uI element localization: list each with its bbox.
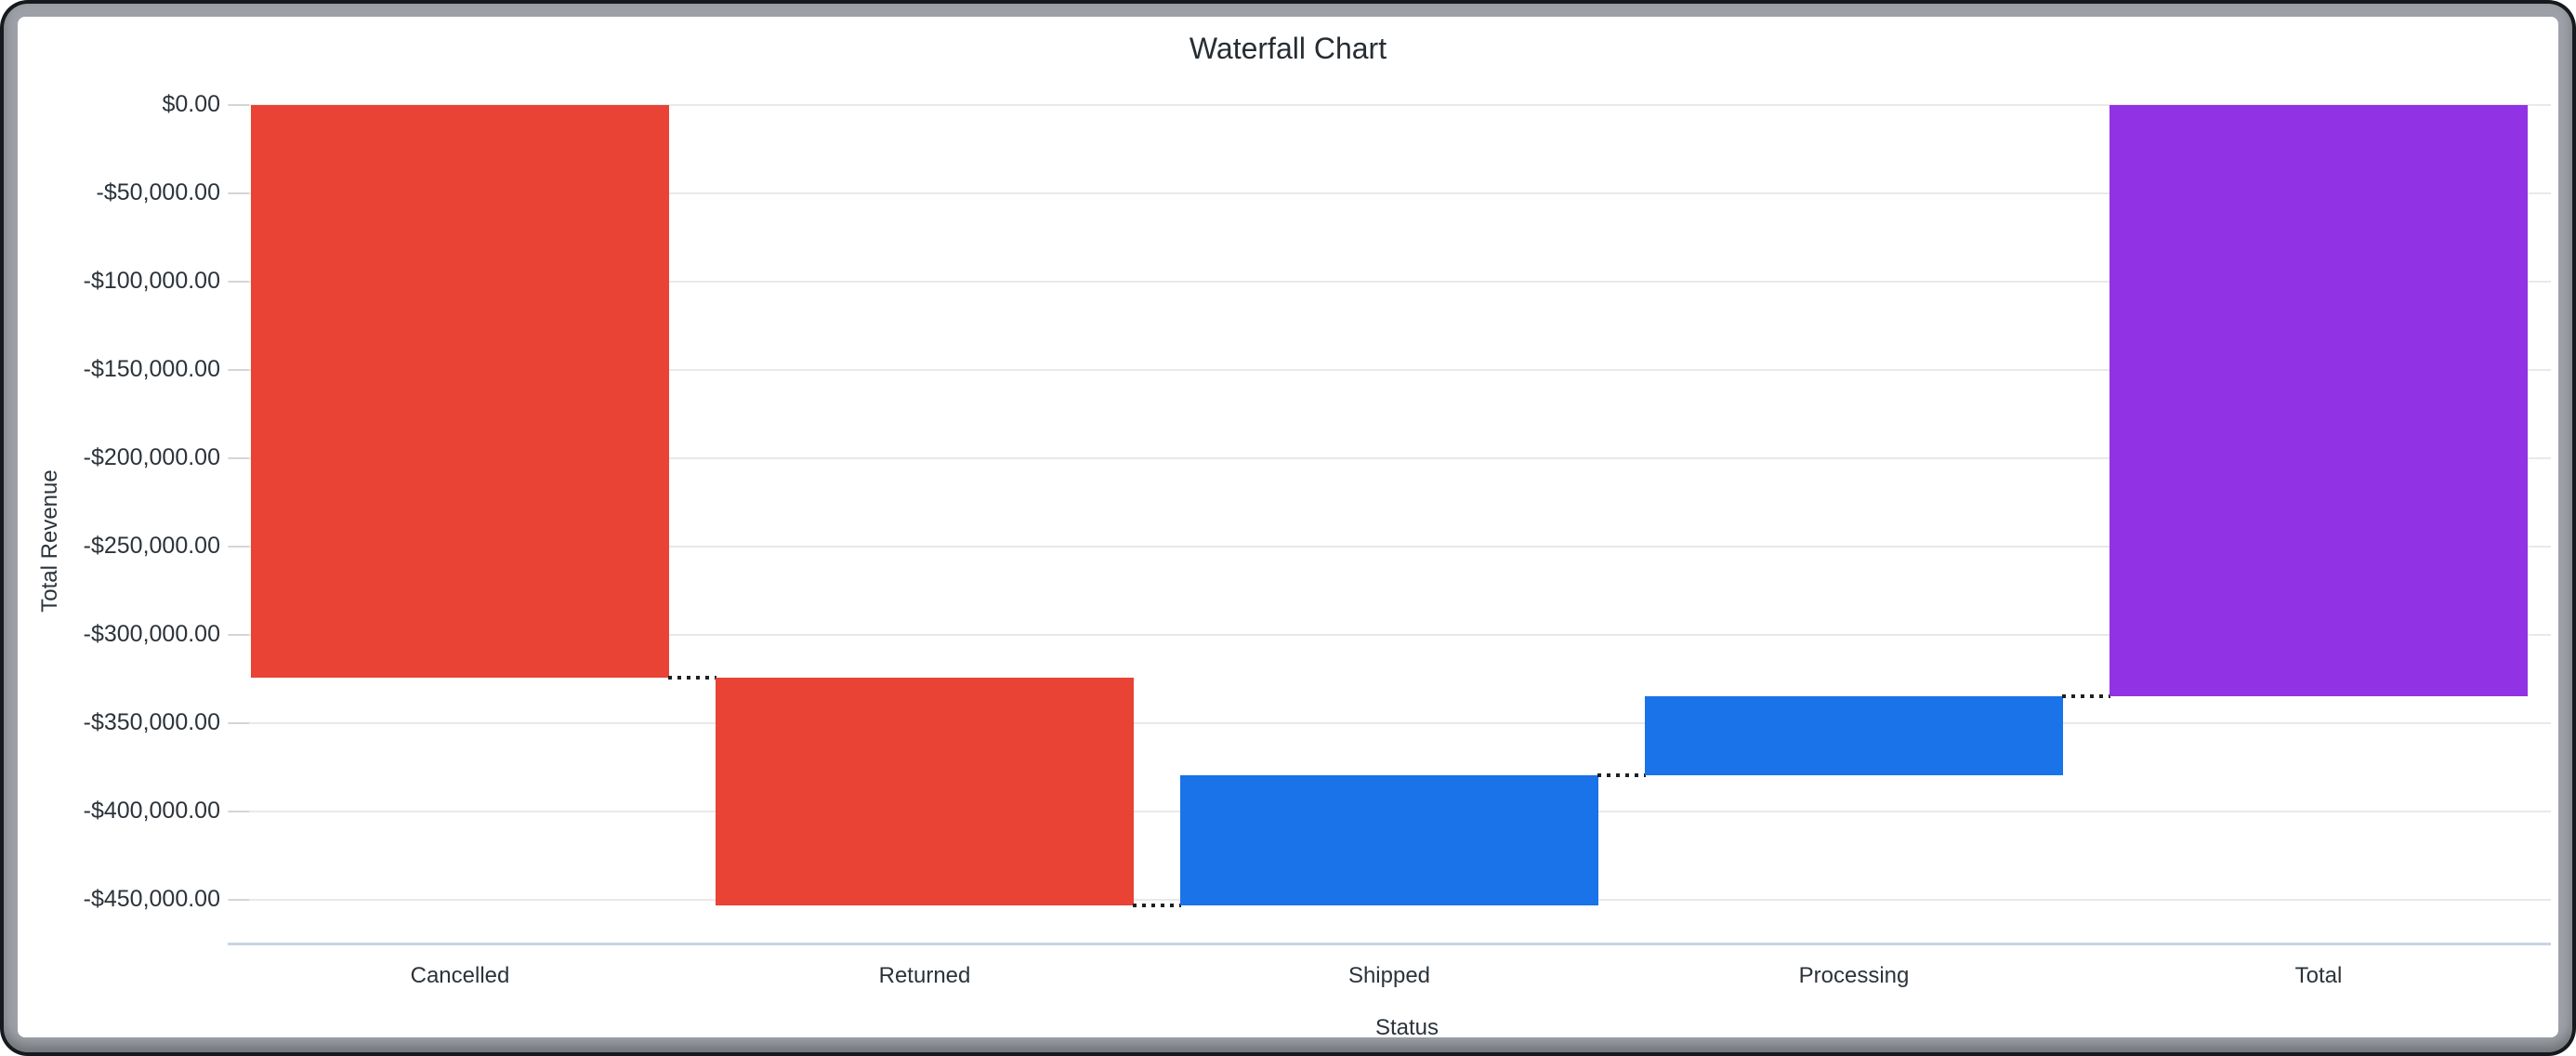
- y-tick-label: -$300,000.00: [83, 621, 220, 647]
- gridline-0: [228, 104, 2551, 106]
- x-axis-line: [228, 943, 2551, 945]
- x-category-label: Returned: [878, 962, 971, 988]
- y-tick-4: [229, 457, 249, 459]
- y-tick-6: [229, 634, 249, 636]
- x-category-label: Processing: [1798, 962, 1910, 988]
- gridline-3: [228, 369, 2551, 371]
- y-tick-label: -$100,000.00: [83, 268, 220, 294]
- x-axis-title: Status: [1374, 1015, 1439, 1040]
- x-category-label: Total: [2294, 962, 2343, 988]
- bar-processing[interactable]: [1645, 695, 2063, 776]
- y-tick-label: -$200,000.00: [83, 444, 220, 470]
- y-tick-label: -$400,000.00: [83, 798, 220, 824]
- gridline-2: [228, 281, 2551, 283]
- y-tick-8: [229, 811, 249, 812]
- bar-returned[interactable]: [716, 677, 1134, 905]
- chart-title: Waterfall Chart: [1189, 32, 1387, 65]
- bar-total[interactable]: [2109, 105, 2528, 696]
- gridline-1: [228, 192, 2551, 194]
- chart-card: Waterfall Chart Total Revenue Status $0.…: [18, 17, 2558, 1040]
- connector-2: [1597, 773, 1646, 778]
- x-category-label: Shipped: [1347, 962, 1431, 988]
- y-tick-3: [229, 369, 249, 371]
- y-tick-9: [229, 899, 249, 901]
- y-tick-label: -$450,000.00: [83, 886, 220, 912]
- y-tick-label: -$150,000.00: [83, 356, 220, 382]
- connector-3: [2062, 693, 2110, 698]
- gridline-7: [228, 722, 2551, 724]
- y-tick-label: -$350,000.00: [83, 709, 220, 735]
- y-tick-label: -$50,000.00: [96, 179, 220, 205]
- y-tick-5: [229, 546, 249, 548]
- gridline-5: [228, 546, 2551, 548]
- y-tick-2: [229, 281, 249, 283]
- y-tick-7: [229, 722, 249, 724]
- y-tick-label: $0.00: [162, 91, 220, 117]
- gridline-6: [228, 634, 2551, 636]
- y-tick-label: -$250,000.00: [83, 533, 220, 559]
- connector-0: [668, 675, 716, 680]
- bar-shipped[interactable]: [1180, 775, 1598, 905]
- connector-1: [1133, 903, 1181, 907]
- gridline-4: [228, 457, 2551, 459]
- x-category-label: Cancelled: [410, 962, 510, 988]
- y-tick-1: [229, 192, 249, 194]
- bar-cancelled[interactable]: [251, 105, 669, 678]
- y-tick-0: [229, 104, 249, 106]
